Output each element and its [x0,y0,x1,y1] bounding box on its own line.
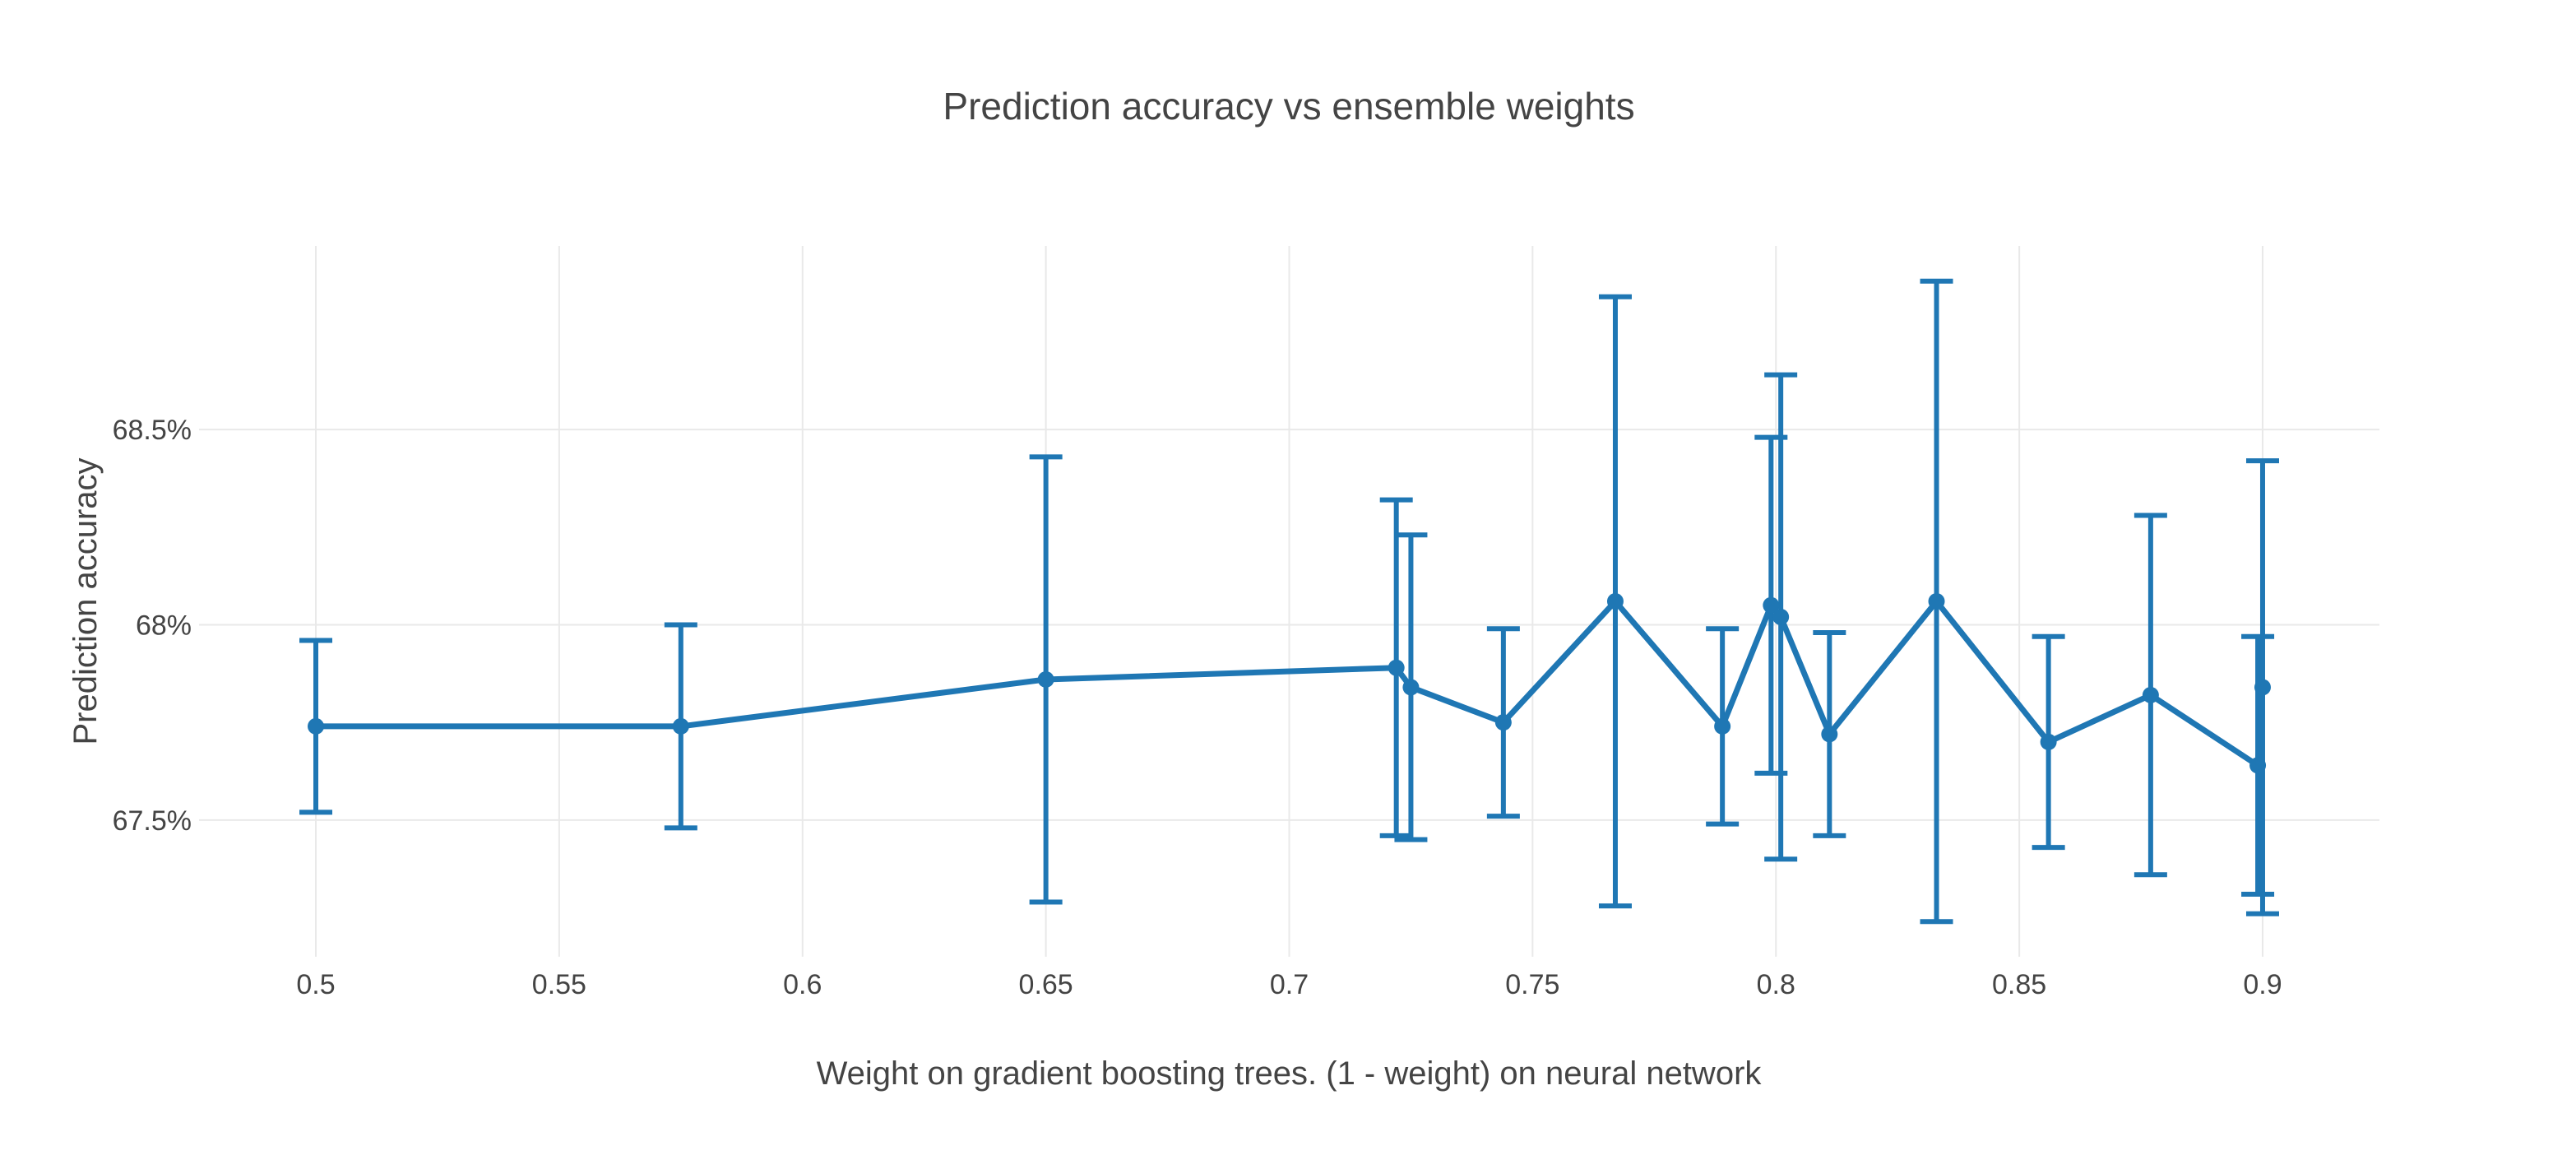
series-line [313,598,2266,768]
x-axis-title: Weight on gradient boosting trees. (1 - … [817,1055,1763,1092]
data-point-marker[interactable] [1772,608,1790,625]
data-point-marker[interactable] [308,717,325,735]
y-tick-label: 67.5% [113,805,192,837]
data-point-marker[interactable] [1821,726,1838,743]
data-point-marker[interactable] [2142,686,2159,703]
data-point-marker[interactable] [1606,593,1624,610]
data-point-marker[interactable] [2040,733,2057,750]
x-tick-label: 0.9 [2243,969,2282,1000]
x-tick-label: 0.55 [532,969,586,1000]
data-point-marker[interactable] [1714,717,1731,735]
chart-title: Prediction accuracy vs ensemble weights [943,85,1634,128]
y-tick-label: 68% [136,610,192,641]
data-point-marker[interactable] [1037,670,1054,688]
x-tick-label: 0.65 [1019,969,1073,1000]
data-point-marker[interactable] [1928,593,1945,610]
data-point-marker[interactable] [2254,679,2271,696]
x-tick-label: 0.5 [296,969,335,1000]
y-axis-title: Prediction accuracy [67,457,104,744]
data-point-marker[interactable] [1763,596,1780,614]
data-point-marker[interactable] [1494,714,1512,731]
trend-line [313,598,2266,768]
data-point-marker[interactable] [2249,757,2267,774]
x-tick-label: 0.7 [1270,969,1309,1000]
tick-labels: 67.5% 68% 68.5% 0.5 0.55 0.6 0.65 0.7 0.75 0.8 0.8… [113,415,2282,1000]
data-point-marker[interactable] [1388,659,1405,676]
x-tick-label: 0.85 [1992,969,2046,1000]
x-tick-label: 0.6 [783,969,822,1000]
x-tick-label: 0.75 [1505,969,1559,1000]
x-tick-label: 0.8 [1757,969,1795,1000]
gridlines [199,246,2379,957]
data-points [308,593,2271,774]
y-tick-label: 68.5% [113,415,192,446]
data-point-marker[interactable] [672,717,689,735]
data-point-marker[interactable] [1402,679,1420,696]
